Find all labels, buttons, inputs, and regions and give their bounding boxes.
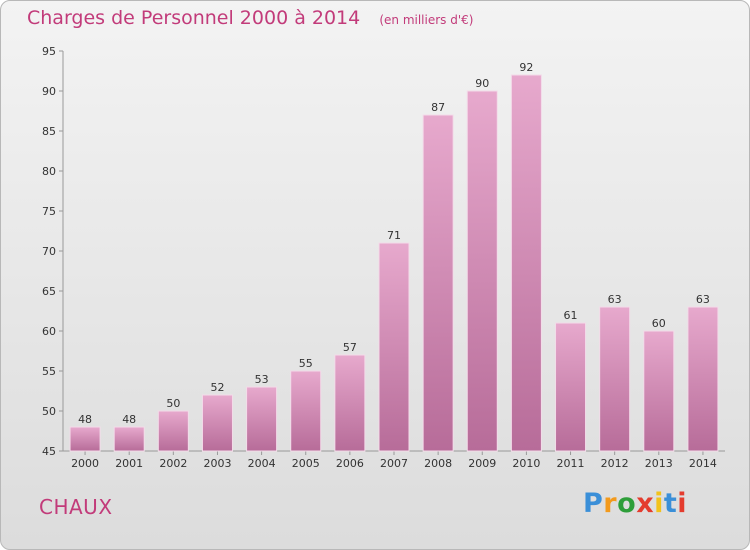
y-tick-label: 65 bbox=[42, 285, 56, 298]
x-tick-label-2008: 2008 bbox=[424, 457, 452, 470]
x-tick-label-2007: 2007 bbox=[380, 457, 408, 470]
logo-letter: t bbox=[663, 488, 678, 519]
x-tick-label-2014: 2014 bbox=[689, 457, 717, 470]
y-tick-label: 95 bbox=[42, 45, 56, 58]
bar-2013 bbox=[643, 330, 675, 452]
logo-letter: i bbox=[677, 488, 688, 519]
bar-2000 bbox=[69, 426, 101, 452]
data-label-2000: 48 bbox=[78, 413, 92, 426]
data-label-2011: 61 bbox=[564, 309, 578, 322]
data-label-2012: 63 bbox=[608, 293, 622, 306]
chart-unit: (en milliers d'€) bbox=[379, 13, 474, 27]
bar-2012 bbox=[599, 306, 631, 452]
logo-letter: x bbox=[636, 488, 655, 519]
bar-2009 bbox=[466, 90, 498, 452]
chart-title: Charges de Personnel 2000 à 2014 bbox=[27, 7, 361, 29]
x-tick-label-2003: 2003 bbox=[203, 457, 231, 470]
y-tick-label: 90 bbox=[42, 85, 56, 98]
data-label-2003: 52 bbox=[210, 381, 224, 394]
chart-title-row: Charges de Personnel 2000 à 2014 (en mil… bbox=[27, 7, 473, 29]
data-label-2006: 57 bbox=[343, 341, 357, 354]
y-tick-label: 85 bbox=[42, 125, 56, 138]
x-tick-label-2011: 2011 bbox=[557, 457, 585, 470]
x-tick-label-2000: 2000 bbox=[71, 457, 99, 470]
data-label-2005: 55 bbox=[299, 357, 313, 370]
bar-2007 bbox=[378, 242, 410, 452]
y-tick-label: 45 bbox=[42, 445, 56, 458]
data-label-2001: 48 bbox=[122, 413, 136, 426]
bar-2003 bbox=[201, 394, 233, 452]
bar-2011 bbox=[555, 322, 587, 452]
bar-2008 bbox=[422, 114, 454, 452]
y-tick-label: 75 bbox=[42, 205, 56, 218]
x-tick-label-2006: 2006 bbox=[336, 457, 364, 470]
data-label-2014: 63 bbox=[696, 293, 710, 306]
data-label-2007: 71 bbox=[387, 229, 401, 242]
data-label-2008: 87 bbox=[431, 101, 445, 114]
bar-2014 bbox=[687, 306, 719, 452]
bar-2002 bbox=[157, 410, 189, 452]
x-tick-label-2002: 2002 bbox=[159, 457, 187, 470]
bar-2001 bbox=[113, 426, 145, 452]
y-tick-label: 55 bbox=[42, 365, 56, 378]
logo-letter: r bbox=[603, 488, 618, 519]
bar-2006 bbox=[334, 354, 366, 452]
y-tick-label: 50 bbox=[42, 405, 56, 418]
x-tick-label-2001: 2001 bbox=[115, 457, 143, 470]
x-tick-label-2005: 2005 bbox=[292, 457, 320, 470]
y-tick-label: 70 bbox=[42, 245, 56, 258]
x-tick-label-2012: 2012 bbox=[601, 457, 629, 470]
x-tick-label-2009: 2009 bbox=[468, 457, 496, 470]
data-label-2013: 60 bbox=[652, 317, 666, 330]
logo-letter: P bbox=[583, 488, 604, 519]
commune-name: CHAUX bbox=[39, 495, 113, 519]
x-tick-label-2013: 2013 bbox=[645, 457, 673, 470]
y-tick-label: 60 bbox=[42, 325, 56, 338]
data-label-2010: 92 bbox=[519, 61, 533, 74]
data-label-2009: 90 bbox=[475, 77, 489, 90]
logo-letter: i bbox=[654, 488, 664, 519]
y-tick-label: 80 bbox=[42, 165, 56, 178]
data-label-2004: 53 bbox=[255, 373, 269, 386]
bar-2005 bbox=[290, 370, 322, 452]
data-label-2002: 50 bbox=[166, 397, 180, 410]
logo-letter: o bbox=[617, 488, 637, 519]
proxiti-logo: Proxiti bbox=[583, 488, 687, 519]
bar-2010 bbox=[510, 74, 542, 452]
x-tick-label-2004: 2004 bbox=[248, 457, 276, 470]
x-tick-label-2010: 2010 bbox=[512, 457, 540, 470]
bar-2004 bbox=[246, 386, 278, 452]
